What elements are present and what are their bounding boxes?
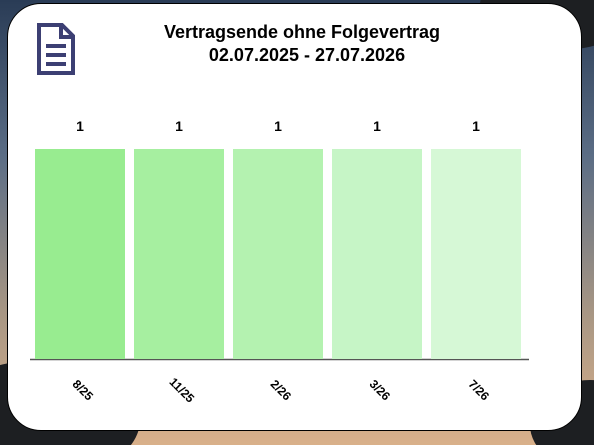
dashboard-widget[interactable]: Vertragsende ohne Folgevertrag 02.07.202… [7, 3, 582, 431]
data-label: 1 [274, 118, 282, 134]
bar[interactable] [431, 149, 521, 359]
data-label: 1 [76, 118, 84, 134]
x-tick-label: 2/26 [268, 377, 295, 404]
data-label: 1 [472, 118, 480, 134]
bar[interactable] [134, 149, 224, 359]
data-label: 1 [175, 118, 183, 134]
bar-chart: 1 8/25 1 11/25 1 2/26 1 3/26 1 7/26 [8, 4, 582, 431]
bar[interactable] [332, 149, 422, 359]
x-tick-label: 7/26 [466, 377, 493, 404]
x-tick-label: 3/26 [367, 377, 394, 404]
data-label: 1 [373, 118, 381, 134]
bar[interactable] [35, 149, 125, 359]
x-tick-label: 11/25 [166, 375, 197, 406]
x-tick-label: 8/25 [70, 377, 97, 404]
bar[interactable] [233, 149, 323, 359]
